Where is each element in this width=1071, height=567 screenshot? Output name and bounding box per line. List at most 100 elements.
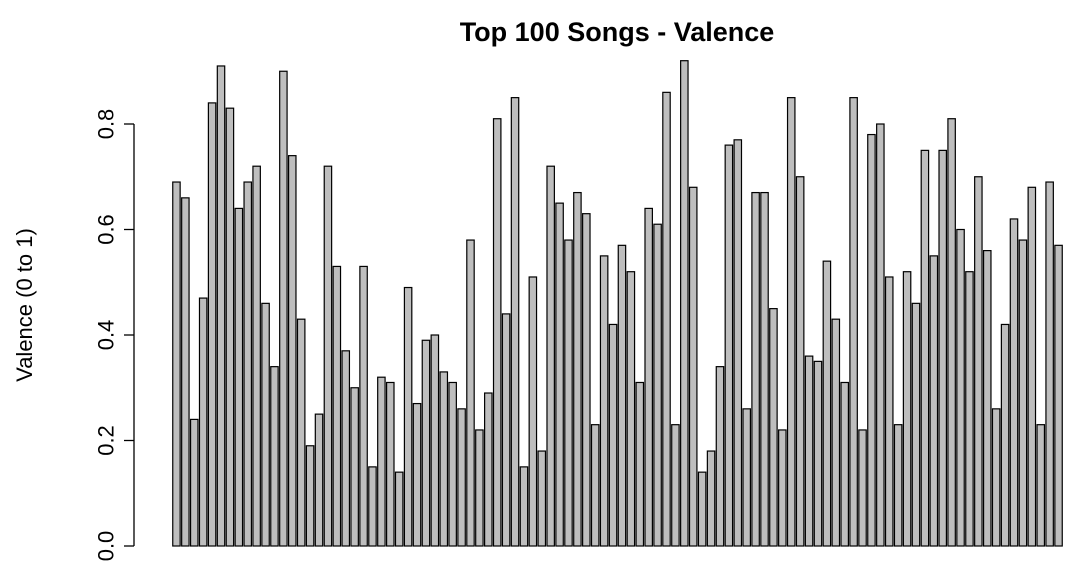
bar-39 — [510, 97, 520, 547]
bar-91 — [974, 176, 983, 547]
bar-17 — [314, 413, 324, 547]
bar-47 — [582, 213, 591, 547]
y-ticks: 0.0 0.2 0.4 0.6 0.8 — [94, 109, 134, 562]
bar-23 — [368, 466, 377, 547]
bar-33 — [457, 408, 466, 547]
bar-7 — [225, 107, 235, 547]
y-tick-label: 0.0 — [94, 531, 119, 562]
bar-26 — [394, 471, 404, 547]
bar-86 — [929, 255, 939, 547]
bar-37 — [492, 118, 502, 547]
bar-60 — [697, 471, 707, 547]
bar-99 — [1045, 181, 1054, 547]
bar-35 — [475, 429, 484, 547]
bar-55 — [653, 223, 662, 547]
bar-53 — [635, 381, 645, 547]
bar-38 — [501, 313, 511, 547]
bar-71 — [795, 176, 805, 547]
bar-75 — [831, 318, 841, 547]
bar-40 — [519, 466, 529, 547]
bar-73 — [813, 360, 823, 547]
bar-77 — [849, 97, 858, 547]
bar-22 — [359, 265, 368, 547]
bar-50 — [608, 323, 618, 547]
bar-21 — [350, 387, 359, 547]
bar-12 — [270, 366, 279, 547]
bar-82 — [893, 424, 903, 547]
bar-96 — [1018, 239, 1028, 547]
bar-28 — [412, 402, 422, 547]
bar-83 — [902, 271, 912, 547]
bar-25 — [386, 381, 395, 547]
y-axis: 0.0 0.2 0.4 0.6 0.8 — [94, 109, 135, 562]
bar-19 — [332, 265, 342, 547]
bar-18 — [323, 165, 333, 547]
bar-3 — [189, 418, 199, 547]
bar-1 — [172, 181, 181, 547]
y-tick-label: 0.6 — [94, 214, 119, 245]
bar-30 — [430, 334, 440, 547]
bar-43 — [546, 165, 555, 547]
bar-90 — [965, 271, 974, 547]
bar-36 — [484, 392, 493, 547]
bar-10 — [252, 165, 261, 547]
bar-87 — [938, 149, 948, 547]
bar-49 — [599, 255, 609, 547]
bar-11 — [261, 302, 270, 547]
bar-54 — [644, 207, 653, 547]
bar-100 — [1054, 244, 1063, 547]
bar-98 — [1036, 424, 1046, 547]
bar-32 — [448, 381, 457, 547]
bar-68 — [769, 308, 778, 547]
bar-14 — [287, 155, 297, 547]
bar-56 — [662, 91, 671, 547]
bar-45 — [564, 239, 573, 547]
bar-51 — [617, 244, 627, 547]
bar-81 — [884, 276, 894, 547]
bar-84 — [911, 302, 921, 547]
bar-5 — [207, 102, 217, 547]
bar-8 — [234, 207, 244, 547]
bar-13 — [279, 70, 288, 547]
bar-97 — [1027, 186, 1037, 547]
bar-59 — [688, 186, 698, 547]
bar-95 — [1009, 218, 1019, 547]
bar-80 — [876, 123, 885, 547]
bar-66 — [751, 191, 760, 547]
bar-72 — [804, 355, 814, 547]
bar-65 — [742, 408, 752, 547]
bar-34 — [466, 239, 475, 547]
bar-78 — [858, 429, 867, 547]
bar-62 — [715, 366, 725, 547]
bar-79 — [867, 133, 876, 547]
y-tick-label: 0.8 — [94, 109, 119, 140]
bar-94 — [1000, 323, 1010, 547]
bar-46 — [573, 191, 582, 547]
bar-48 — [590, 424, 600, 547]
y-axis-label: Valence (0 to 1) — [12, 228, 37, 382]
bar-57 — [671, 424, 680, 547]
chart-title: Top 100 Songs - Valence — [460, 17, 775, 47]
bar-15 — [296, 318, 306, 547]
bar-69 — [778, 429, 787, 547]
bar-93 — [991, 408, 1001, 547]
y-tick-label: 0.2 — [94, 425, 119, 456]
bar-27 — [403, 286, 413, 547]
bar-52 — [626, 271, 636, 547]
bar-61 — [706, 450, 716, 547]
bar-9 — [243, 181, 253, 547]
bar-67 — [760, 191, 769, 547]
bar-29 — [421, 339, 431, 547]
bar-76 — [840, 381, 850, 547]
y-tick-label: 0.4 — [94, 320, 119, 351]
bar-70 — [786, 97, 796, 547]
bar-31 — [439, 371, 449, 547]
bar-42 — [537, 450, 547, 547]
bar-4 — [198, 297, 208, 547]
bar-92 — [982, 250, 992, 547]
bar-88 — [947, 118, 956, 547]
bar-89 — [956, 228, 965, 547]
bar-20 — [341, 350, 351, 547]
bar-41 — [528, 276, 538, 547]
